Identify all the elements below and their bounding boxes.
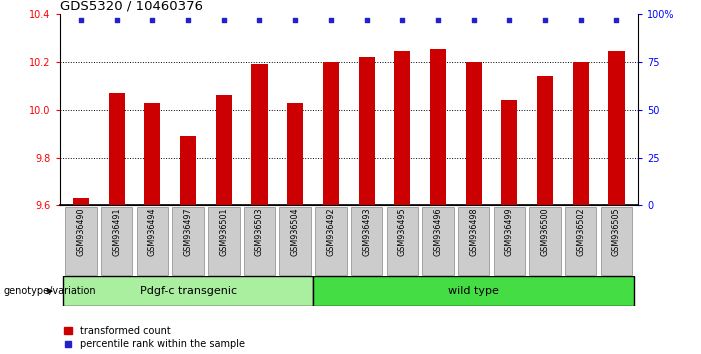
Text: GSM936491: GSM936491 <box>112 207 121 256</box>
Bar <box>73 198 89 205</box>
FancyBboxPatch shape <box>601 207 632 275</box>
Point <box>254 17 265 23</box>
Bar <box>573 62 589 205</box>
Bar <box>537 76 553 205</box>
FancyBboxPatch shape <box>315 207 346 275</box>
FancyBboxPatch shape <box>386 207 418 275</box>
Text: GSM936504: GSM936504 <box>291 207 300 256</box>
Bar <box>465 62 482 205</box>
Text: GSM936493: GSM936493 <box>362 207 371 256</box>
FancyBboxPatch shape <box>63 276 313 306</box>
Text: GSM936494: GSM936494 <box>148 207 157 256</box>
Bar <box>323 62 339 205</box>
Point <box>147 17 158 23</box>
FancyBboxPatch shape <box>65 207 97 275</box>
Point <box>218 17 229 23</box>
Point <box>611 17 622 23</box>
Text: GSM936502: GSM936502 <box>576 207 585 256</box>
Text: GSM936498: GSM936498 <box>469 207 478 256</box>
Point <box>111 17 122 23</box>
Bar <box>501 100 517 205</box>
Bar <box>216 96 232 205</box>
FancyBboxPatch shape <box>208 207 240 275</box>
FancyBboxPatch shape <box>565 207 597 275</box>
FancyBboxPatch shape <box>494 207 525 275</box>
Text: GSM936505: GSM936505 <box>612 207 621 256</box>
Bar <box>287 103 304 205</box>
FancyBboxPatch shape <box>244 207 275 275</box>
FancyBboxPatch shape <box>280 207 311 275</box>
FancyBboxPatch shape <box>458 207 489 275</box>
FancyBboxPatch shape <box>101 207 132 275</box>
FancyBboxPatch shape <box>529 207 561 275</box>
Point <box>468 17 479 23</box>
Bar <box>394 51 410 205</box>
Text: GSM936500: GSM936500 <box>540 207 550 256</box>
Bar <box>109 93 125 205</box>
Point <box>290 17 301 23</box>
FancyBboxPatch shape <box>137 207 168 275</box>
FancyBboxPatch shape <box>351 207 382 275</box>
Bar <box>608 51 625 205</box>
Point <box>576 17 587 23</box>
Bar <box>359 57 374 205</box>
Point <box>182 17 193 23</box>
Text: GSM936501: GSM936501 <box>219 207 229 256</box>
Bar <box>180 136 196 205</box>
Point <box>361 17 372 23</box>
Text: Pdgf-c transgenic: Pdgf-c transgenic <box>139 286 237 296</box>
Text: GSM936496: GSM936496 <box>433 207 442 256</box>
Text: GSM936503: GSM936503 <box>255 207 264 256</box>
Text: GSM936499: GSM936499 <box>505 207 514 256</box>
Bar <box>430 49 446 205</box>
Text: genotype/variation: genotype/variation <box>4 286 96 296</box>
Point <box>504 17 515 23</box>
FancyBboxPatch shape <box>422 207 454 275</box>
Text: GSM936497: GSM936497 <box>184 207 193 256</box>
Bar <box>144 103 161 205</box>
Point <box>397 17 408 23</box>
Point <box>433 17 444 23</box>
Text: GDS5320 / 10460376: GDS5320 / 10460376 <box>60 0 203 13</box>
Bar <box>252 64 268 205</box>
Text: GSM936492: GSM936492 <box>327 207 335 256</box>
Point <box>540 17 551 23</box>
Legend: transformed count, percentile rank within the sample: transformed count, percentile rank withi… <box>64 326 245 349</box>
Text: GSM936495: GSM936495 <box>397 207 407 256</box>
Point <box>325 17 336 23</box>
Text: wild type: wild type <box>448 286 499 296</box>
Text: GSM936490: GSM936490 <box>76 207 86 256</box>
Point <box>76 17 87 23</box>
FancyBboxPatch shape <box>313 276 634 306</box>
FancyBboxPatch shape <box>172 207 204 275</box>
